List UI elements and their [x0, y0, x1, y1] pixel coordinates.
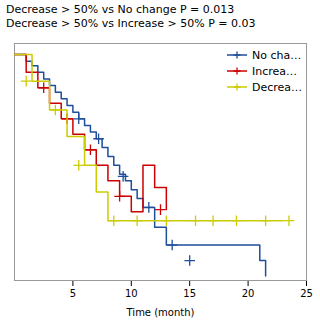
- html-text:Decrea…: Decrea…: [251, 80, 302, 94]
- html-text:No cha…: No cha…: [251, 48, 302, 62]
- html-text:Decrease > 50% vs No change P: Decrease > 50% vs No change P = 0.013 De…: [6, 3, 256, 30]
- svg-text:25: 25: [300, 288, 313, 299]
- svg-text:15: 15: [183, 288, 196, 299]
- svg-text:5: 5: [70, 288, 76, 299]
- svg-text:20: 20: [242, 288, 255, 299]
- svg-text:10: 10: [125, 288, 138, 299]
- svg-text:Time (month): Time (month): [126, 307, 195, 318]
- html-text:Increa…: Increa…: [251, 64, 297, 78]
